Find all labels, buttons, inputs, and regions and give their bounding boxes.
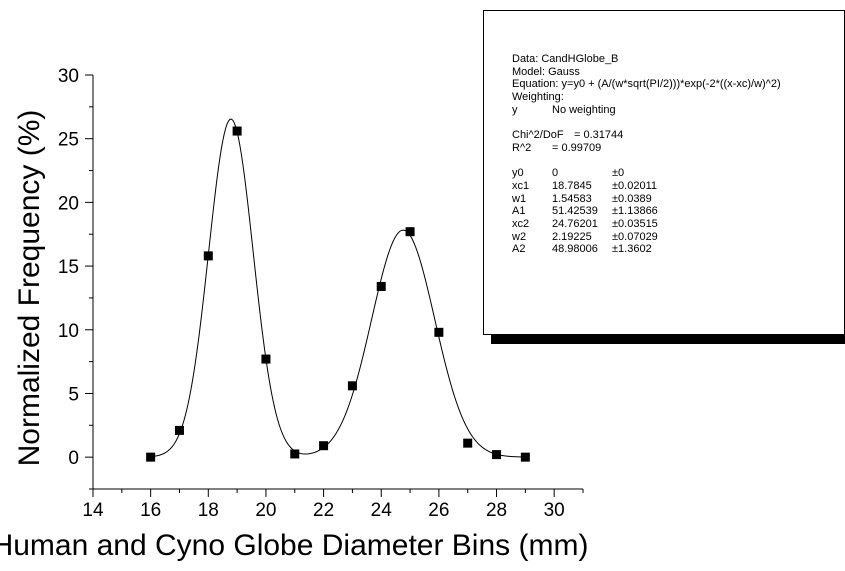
data-point — [261, 354, 271, 364]
data-point — [232, 126, 242, 136]
param-value: 0 — [552, 167, 559, 180]
param-name: xc1 — [512, 179, 530, 192]
param-name: A2 — [512, 243, 526, 256]
param-name: A1 — [512, 205, 526, 218]
param-value: 51.42539 — [552, 205, 598, 218]
param-value: 18.7845 — [552, 179, 592, 192]
param-value: 2.19225 — [552, 230, 592, 243]
param-row-A2: A2 48.98006 ±1.3602 — [512, 243, 781, 256]
chi2-value: = 0.31744 — [574, 129, 624, 142]
y-tick-label: 15 — [58, 257, 79, 278]
data-point — [319, 441, 329, 451]
x-tick-label: 30 — [544, 500, 565, 521]
param-table: y0 0 ±0 xc1 18.7845 ±0.02011 w1 1.54583 ±0.0389 A… — [512, 167, 781, 256]
param-row-w1: w1 1.54583 ±0.0389 — [512, 193, 781, 206]
r2-row: R^2 = 0.99709 — [512, 142, 781, 155]
y-tick-label: 5 — [68, 384, 79, 405]
param-value: 48.98006 — [552, 243, 598, 256]
data-point — [463, 438, 473, 448]
param-error: ±0.07029 — [612, 230, 658, 243]
param-error: ±1.13866 — [612, 205, 658, 218]
fit-results-box: Data: CandHGlobe_B Model: Gauss Equation… — [483, 10, 845, 335]
x-tick-label: 22 — [313, 500, 334, 521]
y-tick-label: 20 — [58, 193, 79, 214]
data-point — [405, 227, 415, 237]
data-point — [376, 281, 386, 291]
y-tick-label: 25 — [58, 130, 79, 151]
param-row-A1: A1 51.42539 ±1.13866 — [512, 205, 781, 218]
x-tick-label: 16 — [140, 500, 161, 521]
chi2-label: Chi^2/DoF — [512, 129, 564, 142]
x-tick-label: 14 — [82, 500, 104, 521]
fit-curve — [150, 118, 526, 458]
x-tick-label: 20 — [255, 500, 276, 521]
weighting-value: No weighting — [552, 103, 616, 116]
param-error: ±0 — [612, 167, 625, 180]
data-point — [203, 251, 213, 261]
x-tick-label: 24 — [371, 500, 393, 521]
data-point — [146, 452, 156, 462]
y-tick-label: 0 — [68, 448, 79, 469]
param-error: ±0.02011 — [612, 179, 657, 192]
x-tick-label: 18 — [198, 500, 219, 521]
param-row-w2: w2 2.19225 ±0.07029 — [512, 231, 781, 244]
data-point — [174, 425, 184, 435]
param-name: w1 — [512, 192, 527, 205]
param-row-y0: y0 0 ±0 — [512, 167, 781, 180]
param-row-xc2: xc2 24.76201 ±0.03515 — [512, 218, 781, 231]
param-value: 1.54583 — [552, 192, 592, 205]
param-name: xc2 — [512, 217, 530, 230]
plot-area: 14 16 18 20 22 24 26 28 30 0 5 10 15 20 25 30 — [58, 66, 584, 521]
fit-results-shadow — [491, 335, 845, 344]
chi2-row: Chi^2/DoF = 0.31744 — [512, 129, 781, 142]
param-value: 24.76201 — [552, 217, 598, 230]
data-point — [290, 449, 300, 459]
data-point — [520, 452, 530, 462]
fit-header-line: Model: Gauss — [512, 65, 580, 78]
fit-header-line: Weighting: — [512, 91, 564, 104]
param-error: ±0.03515 — [612, 217, 658, 230]
weighting-row: y No weighting — [512, 104, 781, 117]
param-row-xc1: xc1 18.7845 ±0.02011 — [512, 180, 781, 193]
x-tick-label: 26 — [428, 500, 449, 521]
fit-header-line: Data: CandHGlobe_B — [512, 53, 619, 65]
fit-results-text: Data: CandHGlobe_B Model: Gauss Equation… — [512, 53, 781, 256]
data-point — [347, 381, 357, 391]
weighting-var: y — [512, 103, 518, 116]
param-name: y0 — [512, 167, 524, 180]
data-point — [434, 327, 444, 337]
x-tick-label: 28 — [486, 500, 507, 521]
param-name: w2 — [512, 230, 527, 243]
y-axis-label: Normalized Frequency (%) — [13, 110, 46, 467]
r2-value: = 0.99709 — [552, 141, 602, 154]
param-error: ±1.3602 — [612, 243, 652, 256]
data-point — [492, 450, 502, 460]
y-tick-label: 30 — [58, 66, 79, 87]
fit-header-line: Equation: y=y0 + (A/(w*sqrt(PI/2)))*exp(… — [512, 78, 781, 91]
param-error: ±0.0389 — [612, 192, 652, 205]
r2-label: R^2 — [512, 141, 532, 154]
y-tick-label: 10 — [58, 321, 79, 342]
x-axis-label: Human and Cyno Globe Diameter Bins (mm) — [0, 529, 588, 562]
